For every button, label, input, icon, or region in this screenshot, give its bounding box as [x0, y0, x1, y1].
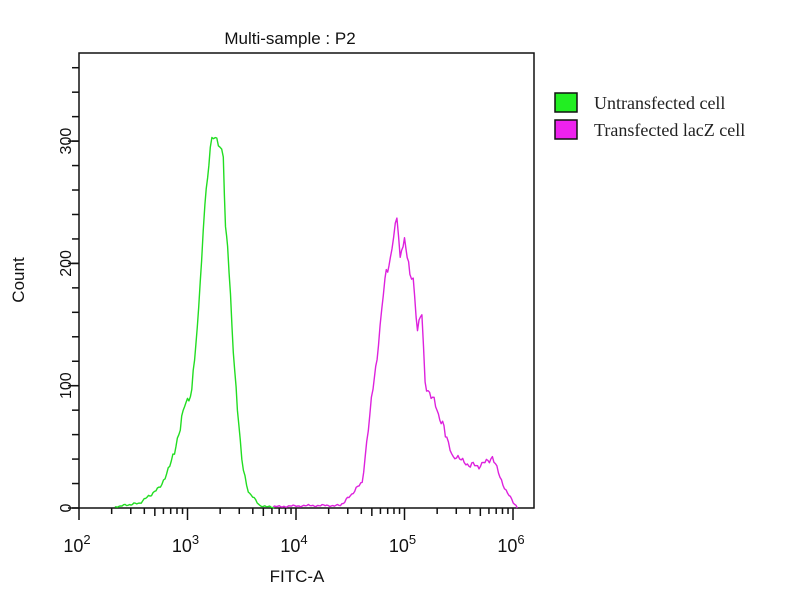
y-tick-label: 200: [58, 250, 75, 277]
y-tick-label: 300: [58, 128, 75, 155]
x-axis-label: FITC-A: [270, 567, 325, 586]
legend-label-untransfected: Untransfected cell: [594, 93, 725, 113]
series-line-untransfected: [114, 136, 275, 509]
legend-swatch-transfected: [554, 119, 578, 140]
chart-title: Multi-sample : P2: [224, 29, 355, 48]
y-tick-label: 0: [58, 503, 75, 512]
x-tick-label: 102: [63, 532, 90, 556]
x-tick-label: 104: [280, 532, 307, 556]
x-tick-label: 103: [172, 532, 199, 556]
y-axis-label: Count: [9, 257, 28, 303]
y-tick-label: 100: [58, 372, 75, 399]
series-line-transfected: [272, 217, 518, 509]
x-tick-label: 106: [497, 532, 524, 556]
legend: Untransfected cell Transfected lacZ cell: [554, 92, 745, 140]
legend-swatch-untransfected: [554, 92, 578, 113]
x-tick-label: 105: [389, 532, 416, 556]
legend-label-transfected: Transfected lacZ cell: [594, 120, 745, 140]
plot-frame: [78, 52, 535, 509]
